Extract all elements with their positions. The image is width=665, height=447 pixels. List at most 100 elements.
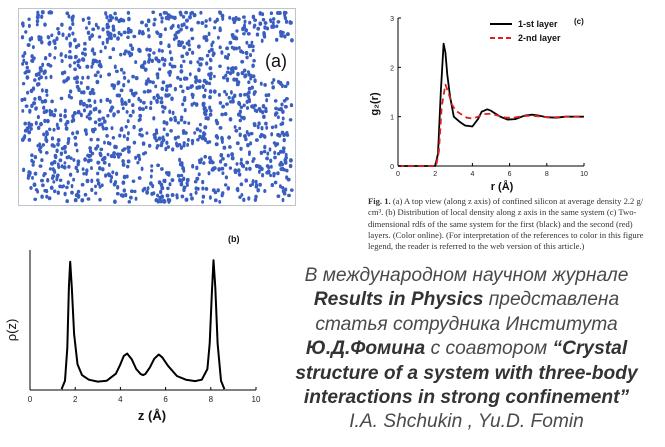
particle-dot — [183, 107, 187, 113]
particle-dot — [134, 91, 138, 95]
particle-dot — [180, 40, 184, 45]
particle-dot — [78, 101, 83, 106]
particle-dot — [178, 157, 182, 163]
particle-dot — [212, 89, 217, 94]
announce-line-2: Results in Physics представлена — [268, 288, 665, 312]
particle-dot — [152, 95, 156, 100]
particle-dot — [75, 80, 79, 85]
particle-dot — [99, 74, 103, 79]
particle-dot — [201, 84, 205, 90]
particle-dot — [221, 16, 225, 21]
particle-dot — [163, 58, 167, 63]
y-tick-label: 3 — [390, 16, 394, 23]
particle-dot — [142, 60, 147, 65]
particle-dot — [245, 160, 250, 165]
particle-dot — [182, 168, 186, 173]
particle-dot — [29, 88, 34, 94]
particle-dot — [132, 124, 136, 130]
particle-dot — [263, 25, 267, 30]
particle-dot — [240, 193, 244, 197]
particle-dot — [128, 53, 132, 58]
particle-dot — [231, 66, 235, 71]
particle-dot — [73, 67, 77, 72]
particle-dot — [134, 60, 138, 65]
particle-dot — [252, 58, 256, 63]
particle-dot — [34, 72, 39, 77]
particle-dot — [122, 188, 127, 193]
particle-dot — [204, 116, 209, 121]
particle-dot — [158, 34, 163, 39]
particle-dot — [51, 167, 55, 172]
particle-dot — [244, 73, 248, 78]
particle-dot — [105, 134, 109, 138]
particle-dot — [76, 189, 81, 194]
particle-dot — [227, 135, 232, 140]
particle-dot — [98, 185, 102, 189]
particle-dot — [110, 175, 114, 180]
particle-dot — [52, 113, 56, 118]
particle-dot — [245, 99, 249, 104]
particle-dot — [211, 51, 216, 56]
particle-dot — [284, 187, 288, 192]
particle-dot — [116, 109, 120, 114]
particle-dot — [260, 125, 264, 131]
particle-dot — [186, 137, 190, 142]
particle-dot — [276, 171, 280, 176]
particle-dot — [116, 80, 121, 85]
particle-dot — [204, 37, 209, 43]
particle-dot — [65, 185, 69, 190]
particle-dot — [276, 11, 280, 15]
particle-dot — [147, 59, 151, 64]
particle-dot — [75, 148, 79, 153]
particle-dot — [278, 162, 283, 167]
particle-dot — [68, 49, 72, 54]
particle-dot — [226, 186, 231, 191]
particle-dot — [148, 79, 152, 84]
particle-dot — [276, 20, 281, 24]
particle-dot — [278, 80, 283, 86]
particle-dot — [150, 164, 154, 168]
particle-dot — [225, 46, 230, 51]
particle-dot — [274, 124, 278, 129]
particle-dot — [124, 192, 128, 198]
particle-dot — [121, 180, 126, 185]
particle-dot — [71, 14, 75, 19]
particle-dot — [38, 164, 43, 168]
particle-dot — [260, 38, 264, 43]
particle-dot — [80, 198, 85, 203]
particle-dot — [272, 77, 276, 82]
particle-dot — [159, 189, 163, 195]
particle-dot — [253, 108, 257, 113]
particle-dot — [220, 50, 224, 55]
particle-dot — [261, 172, 265, 178]
particle-dot — [118, 133, 122, 138]
particle-dot — [42, 132, 46, 137]
article-authors: I.A. Shchukin , Yu.D. Fomin — [349, 411, 584, 433]
particle-dot — [281, 109, 285, 115]
particle-dot — [53, 45, 57, 50]
particle-dot — [193, 131, 197, 135]
particle-dot — [159, 40, 163, 46]
particle-dot — [258, 182, 262, 187]
particle-dot — [145, 47, 149, 52]
particle-dot — [218, 45, 222, 50]
particle-dot — [242, 32, 246, 36]
particle-dot — [289, 188, 294, 192]
particle-dot — [88, 146, 92, 150]
particle-dot — [114, 69, 119, 74]
particle-dot — [244, 137, 248, 142]
particle-dot — [176, 75, 180, 80]
particle-dot — [273, 112, 278, 117]
particle-dot — [180, 173, 184, 178]
particle-dot — [93, 120, 98, 125]
particle-dot — [35, 82, 40, 87]
particle-dot — [105, 97, 110, 102]
particle-dot — [138, 156, 142, 162]
top-view-image: (a) — [20, 10, 294, 204]
particle-dot — [21, 23, 25, 28]
particle-dot — [126, 27, 131, 32]
particle-dot — [125, 109, 129, 114]
particle-dot — [98, 197, 102, 202]
particle-dot — [239, 105, 244, 109]
particle-dot — [285, 131, 289, 135]
